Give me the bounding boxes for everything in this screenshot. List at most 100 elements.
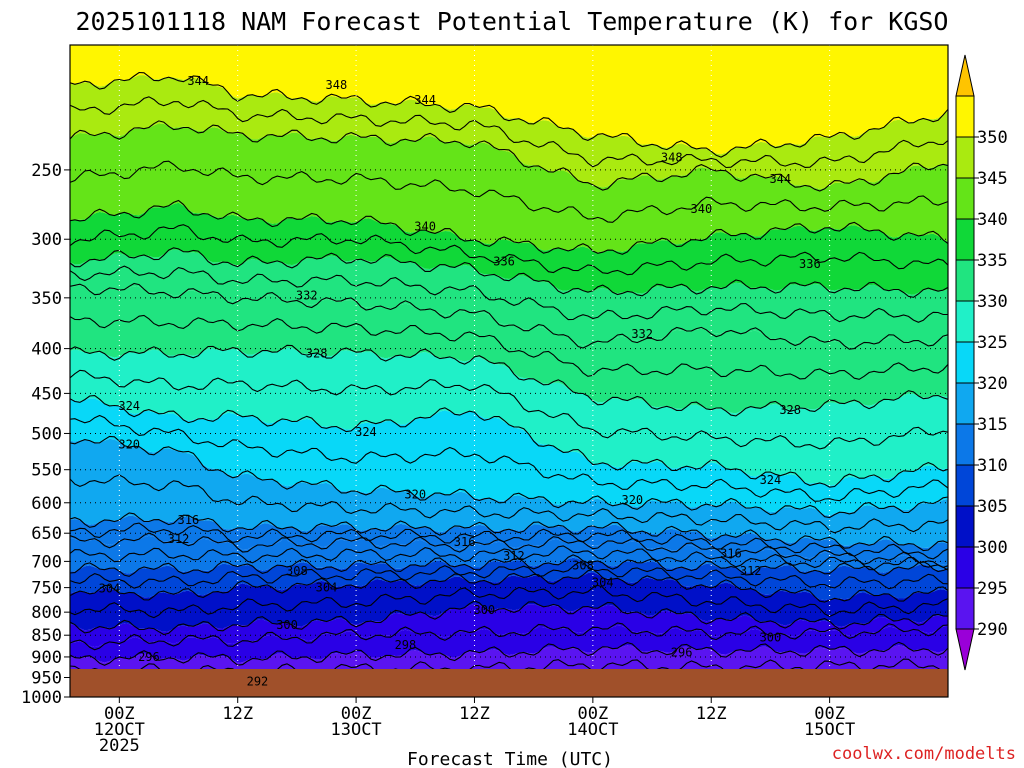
x-tick-label: 00Z xyxy=(104,704,135,724)
colorbar-label: 305 xyxy=(977,497,1008,517)
contour-label: 324 xyxy=(760,473,782,487)
contour-label: 344 xyxy=(414,93,436,107)
contour-line-332 xyxy=(70,282,948,350)
colorbar-label: 290 xyxy=(977,620,1008,640)
fill-band xyxy=(70,75,948,190)
colorbar-swatch xyxy=(955,505,975,548)
contour-line-338.5 xyxy=(70,224,948,276)
fill-band xyxy=(70,438,948,548)
y-tick-label: 550 xyxy=(31,461,62,481)
plot-area: 292 296 298 296 300 300 300 304 304 304 308 308 312 3… xyxy=(69,44,949,698)
colorbar-swatch xyxy=(955,423,975,466)
contour-label: 308 xyxy=(286,564,308,578)
contour-line-304 xyxy=(70,568,948,603)
y-tick-label: 450 xyxy=(31,384,62,404)
colorbar-swatch xyxy=(955,341,975,384)
contour-label: 300 xyxy=(276,618,298,632)
colorbar-swatch xyxy=(955,300,975,343)
contour-label: 336 xyxy=(799,257,821,271)
fill-band xyxy=(70,535,948,574)
filled-contours xyxy=(70,45,948,697)
ground-surface xyxy=(70,669,948,697)
contour-line-302.5 xyxy=(70,584,948,619)
fill-band xyxy=(70,123,948,253)
x-tick-label: 15OCT xyxy=(804,720,855,740)
y-tick-label: 700 xyxy=(31,552,62,572)
plot-frame xyxy=(69,44,949,698)
contour-line-296 xyxy=(70,641,948,666)
contour-label: 316 xyxy=(454,535,476,549)
colorbar-swatch xyxy=(955,546,975,589)
fill-band xyxy=(70,557,948,601)
contour-label: 320 xyxy=(621,493,643,507)
y-tick-label: 600 xyxy=(31,494,62,514)
colorbar-swatch xyxy=(955,628,975,671)
y-tick-label: 350 xyxy=(31,289,62,309)
contour-label: 308 xyxy=(572,559,594,573)
contour-line-324 xyxy=(70,395,948,488)
x-tick-label: 00Z xyxy=(341,704,372,724)
contour-label: 320 xyxy=(404,487,426,501)
x-tick-label: 12Z xyxy=(696,704,727,724)
gridlines xyxy=(70,45,948,697)
contour-line-314.5 xyxy=(70,522,948,560)
contour-label: 348 xyxy=(661,151,683,165)
contour-label: 340 xyxy=(691,202,713,216)
contour-line-344 xyxy=(70,120,948,192)
credit-text: coolwx.com/modelts xyxy=(832,744,1016,764)
x-tick-label: 12OCT xyxy=(94,720,145,740)
y-tick-label: 250 xyxy=(31,161,62,181)
contour-label: 304 xyxy=(99,582,121,596)
contour-label: 300 xyxy=(760,630,782,644)
contour-line-348 xyxy=(70,71,948,158)
fill-band xyxy=(70,572,948,632)
colorbar-swatch xyxy=(955,218,975,261)
colorbar-label: 330 xyxy=(977,292,1008,312)
x-tick-label: 2025 xyxy=(99,736,140,756)
contour-label: 328 xyxy=(306,346,328,360)
contour-label: 344 xyxy=(187,74,209,88)
x-tick-label: 12Z xyxy=(459,704,490,724)
contour-label: 312 xyxy=(503,549,525,563)
y-tick-label: 300 xyxy=(31,230,62,250)
y-tick-label: 750 xyxy=(31,579,62,599)
contour-label: 300 xyxy=(473,603,495,617)
x-tick-label: 14OCT xyxy=(567,720,618,740)
colorbar-label: 310 xyxy=(977,456,1008,476)
contour-label: 316 xyxy=(720,547,742,561)
contour-line-336 xyxy=(70,247,948,298)
colorbar-label: 325 xyxy=(977,333,1008,353)
colorbar-label: 340 xyxy=(977,210,1008,230)
colorbar-swatch xyxy=(955,464,975,507)
y-tick-label: 400 xyxy=(31,340,62,360)
contour-line-310.5 xyxy=(70,545,948,571)
x-tick-label: 00Z xyxy=(577,704,608,724)
contour-label: 316 xyxy=(178,513,200,527)
chart-title: 2025101118 NAM Forecast Potential Temper… xyxy=(76,7,949,36)
y-tick-label: 500 xyxy=(31,424,62,444)
contour-line-326.5 xyxy=(70,369,948,450)
colorbar-label: 315 xyxy=(977,415,1008,435)
y-tick-label: 950 xyxy=(31,668,62,688)
fill-band xyxy=(70,249,948,347)
contour-lines xyxy=(70,71,948,693)
fill-band-top xyxy=(70,45,948,155)
contour-line-320 xyxy=(70,435,948,519)
fill-band xyxy=(70,347,948,486)
y-tick-label: 650 xyxy=(31,524,62,544)
contour-label: 312 xyxy=(740,564,762,578)
contour-label: 298 xyxy=(395,638,417,652)
contour-line-346.5 xyxy=(70,96,948,169)
contour-label: 296 xyxy=(671,646,693,660)
colorbar-label: 335 xyxy=(977,251,1008,271)
contour-label: 340 xyxy=(414,219,436,233)
colorbar-swatch xyxy=(955,54,975,97)
fill-band xyxy=(70,625,948,663)
contour-label: 304 xyxy=(316,581,338,595)
contour-line-322.5 xyxy=(70,414,948,502)
contour-line-298 xyxy=(70,622,948,651)
contour-line-306.5 xyxy=(70,562,948,590)
colorbar: 290 295 300 305 310 315 320 325 330 335 340 345 350 xyxy=(955,54,1008,671)
